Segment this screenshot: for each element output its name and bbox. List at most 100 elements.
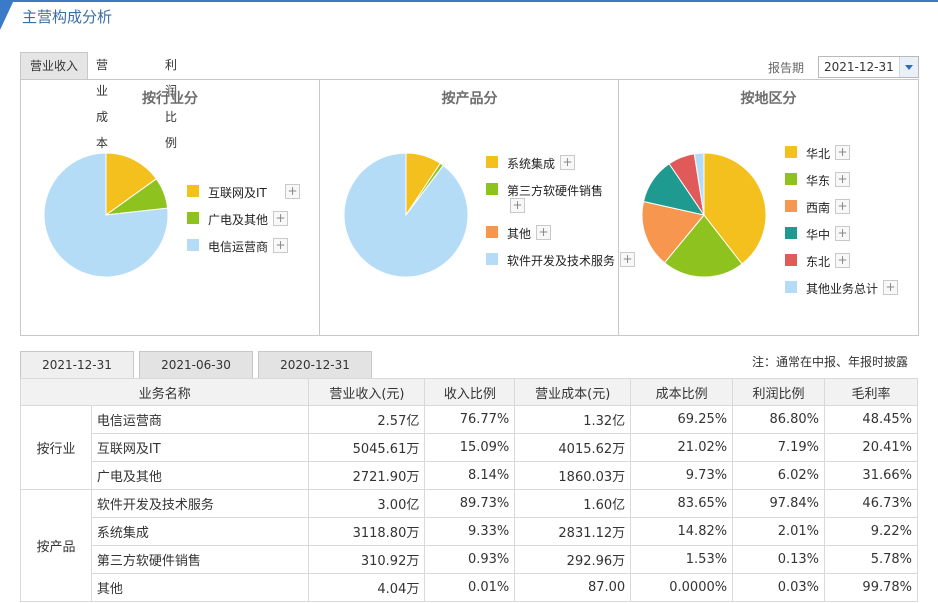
group-label: 按行业	[20, 405, 92, 490]
legend-swatch	[187, 212, 199, 224]
plus-icon[interactable]: +	[560, 155, 575, 170]
legend-swatch	[785, 173, 797, 185]
legend-swatch	[785, 227, 797, 239]
plus-icon[interactable]: +	[883, 280, 898, 295]
chart-title-product: 按产品分	[441, 91, 498, 107]
tab-revenue[interactable]: 营业收入	[20, 52, 88, 79]
legend-label: 广电及其他	[208, 213, 269, 227]
business-name-cell: 电信运营商	[90, 405, 310, 434]
legend-swatch	[486, 156, 498, 168]
value-cell: 1.60亿	[514, 489, 632, 518]
plus-icon[interactable]: +	[620, 252, 635, 267]
col-gross-margin: 毛利率	[824, 378, 918, 406]
business-name-cell: 软件开发及技术服务	[90, 489, 310, 518]
legend-label: 东北	[806, 255, 831, 269]
plus-icon[interactable]: +	[835, 172, 850, 187]
pie-chart-region	[641, 152, 767, 278]
value-cell: 48.45%	[824, 405, 918, 434]
plus-icon[interactable]: +	[536, 225, 551, 240]
value-cell: 15.09%	[424, 433, 516, 462]
tab-profit-ratio[interactable]: 利润比例	[165, 58, 178, 150]
pie-slice[interactable]	[663, 214, 743, 278]
table-row: 系统集成 3118.80万 9.33% 2831.12万 14.82% 2.01% 9.22…	[21, 517, 918, 546]
value-cell: 1.32亿	[514, 405, 632, 434]
value-cell: 9.22%	[824, 517, 918, 546]
table-row: 第三方软硬件销售 310.92万 0.93% 292.96万 1.53% 0.13% 5.7…	[21, 545, 918, 574]
business-name-cell: 广电及其他	[90, 461, 310, 490]
value-cell: 0.0000%	[630, 573, 734, 602]
value-cell: 69.25%	[630, 405, 734, 434]
value-cell: 5045.61万	[308, 433, 426, 462]
value-cell: 0.13%	[732, 545, 826, 574]
panel-product: 按产品分 系统集成 + 第三方软硬件销售 + 其他 + 软件开发及技术服务 +	[319, 80, 635, 335]
col-cost-ratio: 成本比例	[630, 378, 734, 406]
value-cell: 9.33%	[424, 517, 516, 546]
chart-title-industry: 按行业分	[142, 91, 198, 107]
legend-swatch	[187, 239, 199, 251]
plus-icon[interactable]: +	[285, 184, 300, 199]
legend-label: 西南	[806, 201, 831, 215]
pie-slice[interactable]	[343, 152, 469, 278]
legend-label: 软件开发及技术服务	[507, 254, 616, 268]
legend-swatch	[486, 253, 498, 265]
table-row: 其他 4.04万 0.01% 87.00 0.0000% 0.03% 99.78%	[21, 573, 918, 602]
col-revenue-ratio: 收入比例	[424, 378, 516, 406]
value-cell: 292.96万	[514, 545, 632, 574]
pie-chart-area: 按行业分 互联网及IT + 广电及其他 + 电信运营商 + 按产品分 系统集成 + 第三方软硬…	[20, 79, 919, 336]
pie-slice[interactable]	[703, 152, 767, 265]
value-cell: 0.03%	[732, 573, 826, 602]
plus-icon[interactable]: +	[835, 253, 850, 268]
col-revenue: 营业收入(元)	[308, 378, 426, 406]
legend-label: 互联网及IT	[208, 186, 267, 200]
plus-icon[interactable]: +	[835, 226, 850, 241]
date-tab-2021-06-30[interactable]: 2021-06-30	[139, 351, 253, 378]
tab-cost[interactable]: 营业成本	[96, 58, 109, 150]
header-line	[0, 0, 938, 2]
dropdown-arrow-icon[interactable]	[899, 57, 918, 77]
value-cell: 99.78%	[824, 573, 918, 602]
pie-slice[interactable]	[105, 152, 158, 216]
legend-swatch	[785, 281, 797, 293]
disclosure-note: 注：通常在中报、年报时披露	[751, 355, 908, 369]
value-cell: 87.00	[514, 573, 632, 602]
value-cell: 1860.03万	[514, 461, 632, 490]
date-tab-2020-12-31[interactable]: 2020-12-31	[258, 351, 372, 378]
chart-title-region: 按地区分	[740, 91, 797, 107]
section-title: 主营构成分析	[22, 8, 113, 26]
table-row: 广电及其他 2721.90万 8.14% 1860.03万 9.73% 6.02% 31.6…	[21, 461, 918, 490]
legend-swatch	[187, 185, 199, 197]
period-label: 报告期	[768, 61, 805, 75]
composition-table: 业务名称 营业收入(元) 收入比例 营业成本(元) 成本比例 利润比例 毛利率 …	[19, 378, 918, 602]
legend-label: 第三方软硬件销售	[507, 184, 604, 198]
legend-swatch	[785, 200, 797, 212]
group-label: 按产品	[20, 489, 92, 602]
value-cell: 2831.12万	[514, 517, 632, 546]
date-tab-2021-12-31[interactable]: 2021-12-31	[20, 351, 134, 378]
col-cost: 营业成本(元)	[514, 378, 632, 406]
panel-industry: 按行业分 互联网及IT + 广电及其他 + 电信运营商 +	[21, 80, 319, 335]
plus-icon[interactable]: +	[273, 238, 288, 253]
plus-icon[interactable]: +	[273, 211, 288, 226]
table-row: 互联网及IT 5045.61万 15.09% 4015.62万 21.02% 7.19% 2…	[21, 433, 918, 462]
col-profit-ratio: 利润比例	[732, 378, 826, 406]
legend-swatch	[486, 226, 498, 238]
plus-icon[interactable]: +	[835, 145, 850, 160]
pie-slice[interactable]	[43, 152, 169, 278]
value-cell: 3118.80万	[308, 517, 426, 546]
legend-label: 华东	[806, 174, 831, 188]
pie-slice[interactable]	[641, 200, 705, 264]
pie-slice[interactable]	[693, 152, 705, 216]
pie-chart-product	[343, 152, 469, 278]
value-cell: 46.73%	[824, 489, 918, 518]
legend-swatch	[486, 183, 498, 195]
plus-icon[interactable]: +	[835, 199, 850, 214]
business-name-cell: 第三方软硬件销售	[90, 545, 310, 574]
value-cell: 0.93%	[424, 545, 516, 574]
header-accent	[0, 0, 14, 30]
period-select[interactable]: 2021-12-31	[818, 56, 919, 78]
value-cell: 6.02%	[732, 461, 826, 490]
value-cell: 2.01%	[732, 517, 826, 546]
plus-icon[interactable]: +	[510, 198, 525, 213]
value-cell: 89.73%	[424, 489, 516, 518]
value-cell: 14.82%	[630, 517, 734, 546]
